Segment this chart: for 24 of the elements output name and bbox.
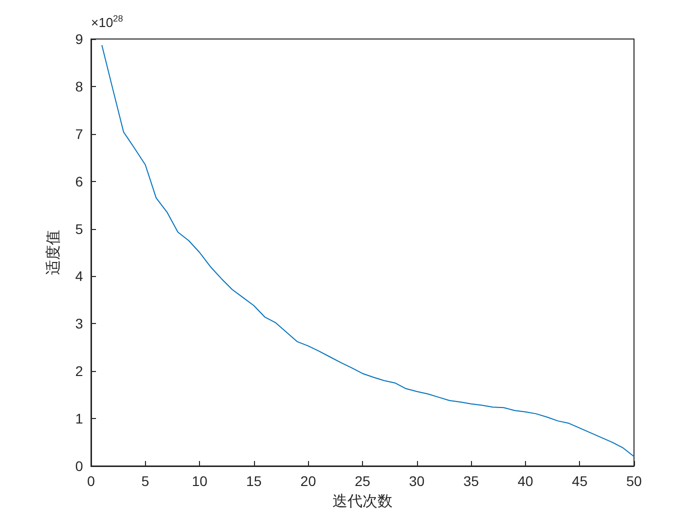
x-tick-label: 35: [463, 473, 480, 489]
x-tick-label: 40: [518, 473, 534, 489]
x-tick-label: 10: [192, 473, 208, 489]
y-tick-label: 5: [75, 220, 84, 237]
y-tick-label: 2: [75, 363, 84, 380]
line-series: [101, 44, 634, 458]
y-tick-label: 8: [75, 78, 84, 94]
x-tick-label: 15: [246, 473, 262, 489]
y-tick-label: 1: [75, 410, 84, 427]
y-tick-label: 0: [75, 458, 84, 474]
y-tick-label: 6: [75, 173, 84, 190]
x-tick-label: 0: [87, 473, 96, 489]
x-tick-label: 5: [141, 473, 150, 489]
x-tick-label: 20: [300, 473, 316, 489]
y-tick-label: 3: [75, 316, 84, 332]
x-tick-label: 30: [409, 473, 425, 489]
x-tick-label: 25: [354, 473, 370, 489]
x-tick-label: 45: [572, 473, 588, 489]
y-tick-label: 4: [75, 268, 84, 284]
x-axis-title: 迭代次数: [332, 493, 392, 510]
y-axis-title: 适度值: [45, 230, 62, 275]
y-tick-label: 9: [75, 31, 84, 47]
y-tick-label: 7: [75, 126, 84, 142]
x-tick-label: 50: [626, 473, 642, 489]
